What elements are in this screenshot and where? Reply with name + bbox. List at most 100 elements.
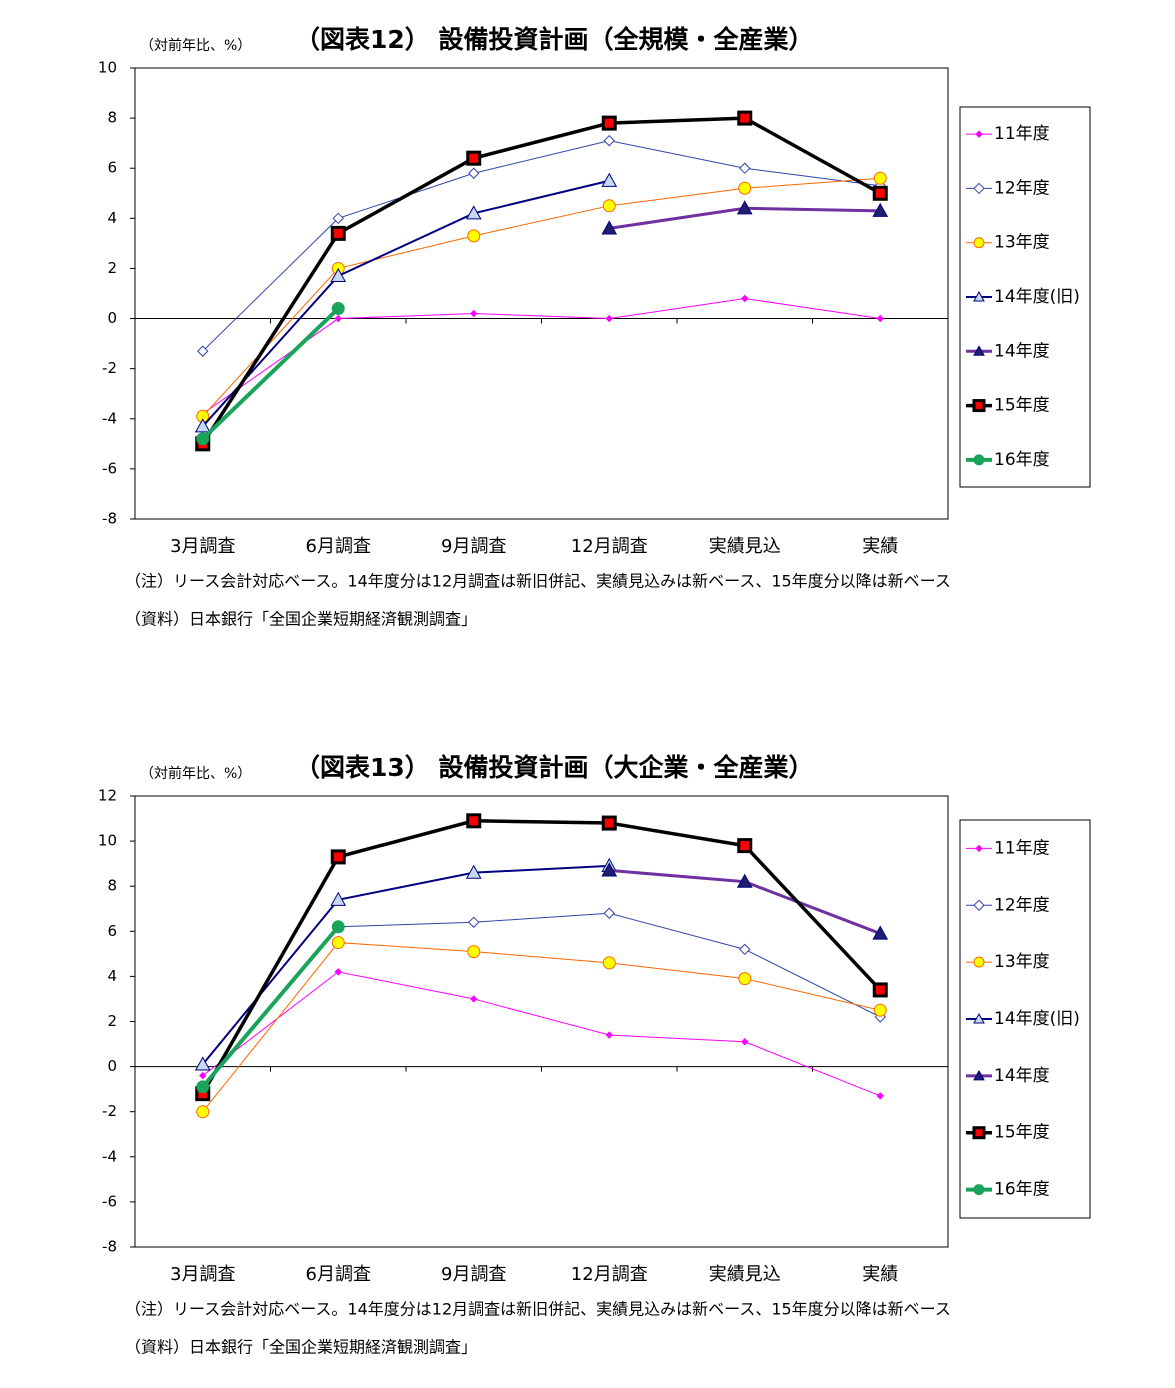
y-tick-label: -4 [102, 1147, 117, 1165]
y-tick-label: 4 [107, 209, 117, 227]
marker [470, 309, 478, 318]
marker [194, 1056, 211, 1071]
marker [468, 167, 480, 179]
x-tick-label: 9月調査 [441, 1264, 506, 1285]
y-tick-label: 6 [107, 159, 117, 177]
marker [605, 1031, 613, 1039]
source: （資料）日本銀行「全国企業短期経済観測調査」 [125, 1338, 477, 1357]
legend-marker [973, 1184, 985, 1196]
marker [331, 302, 345, 316]
y-tick-label: -8 [102, 510, 117, 528]
legend-label: 14年度 [994, 1066, 1050, 1086]
y-tick-label: 4 [107, 967, 117, 985]
legend-marker [973, 899, 985, 911]
marker [872, 982, 888, 998]
series-line [201, 116, 882, 445]
marker [738, 972, 752, 986]
x-tick-label: 実績 [862, 536, 898, 557]
marker [196, 432, 210, 446]
marker [332, 212, 344, 225]
y-tick-label: 10 [98, 59, 117, 77]
marker [873, 171, 887, 185]
legend-label: 13年度 [994, 952, 1050, 972]
marker [737, 838, 753, 854]
plot-area [134, 67, 949, 520]
marker [470, 995, 478, 1003]
x-tick-label: 12月調査 [571, 536, 648, 557]
marker [465, 864, 482, 879]
marker [467, 229, 481, 243]
marker [601, 815, 617, 831]
marker [465, 205, 482, 220]
legend-marker [973, 956, 985, 968]
chart-title: （図表12） 設備投資計画（全規模・全産業） [295, 25, 814, 54]
y-tick-label: 8 [107, 877, 117, 895]
marker [602, 199, 616, 213]
marker [196, 1080, 210, 1094]
marker [741, 1038, 749, 1046]
legend-marker [972, 399, 986, 413]
marker [330, 267, 347, 283]
legend-label: 12年度 [994, 895, 1050, 915]
x-tick-label: 実績見込 [709, 536, 781, 557]
legend-marker [973, 454, 985, 466]
marker [602, 956, 616, 970]
y-tick-label: -8 [102, 1238, 117, 1256]
series-line [202, 298, 881, 415]
x-tick-label: 3月調査 [170, 1264, 235, 1285]
marker [872, 185, 888, 201]
legend-label: 16年度 [994, 1180, 1050, 1200]
series-line [202, 179, 610, 427]
chart-title: （図表13） 設備投資計画（大企業・全産業） [295, 753, 814, 782]
legend-marker [972, 1126, 986, 1140]
marker [467, 945, 481, 959]
y-tick-label: 8 [107, 109, 117, 127]
legend-label: 15年度 [994, 1123, 1050, 1143]
marker [605, 314, 613, 323]
marker [876, 314, 884, 323]
series-line [202, 140, 881, 352]
legend-label: 11年度 [994, 124, 1050, 144]
marker [603, 907, 615, 919]
y-tick-label: 0 [107, 309, 117, 327]
marker [330, 891, 347, 906]
marker [739, 943, 751, 956]
legend-label: 13年度 [994, 233, 1050, 253]
marker [331, 936, 345, 950]
x-tick-label: 6月調査 [306, 1264, 371, 1285]
marker [197, 345, 209, 357]
marker [468, 916, 480, 928]
marker [331, 920, 345, 934]
y-tick-label: 2 [107, 1012, 117, 1030]
x-tick-label: 9月調査 [441, 536, 506, 557]
legend-marker [975, 844, 983, 853]
legend-marker [973, 345, 985, 356]
y-tick-label: 2 [107, 259, 117, 277]
legend-marker [973, 1012, 985, 1024]
x-tick-label: 6月調査 [306, 536, 371, 557]
marker [601, 115, 617, 131]
x-tick-label: 3月調査 [170, 536, 235, 557]
marker [737, 110, 753, 126]
y-unit-label: （対前年比、%） [140, 765, 251, 782]
marker [199, 1071, 207, 1080]
marker [603, 134, 615, 147]
y-tick-label: -6 [102, 1192, 117, 1210]
legend-label: 14年度(旧) [994, 287, 1080, 307]
x-tick-label: 実績 [862, 1264, 898, 1285]
marker [194, 418, 211, 433]
series-line [201, 307, 340, 441]
legend-marker [975, 130, 983, 138]
marker [873, 1003, 887, 1017]
marker [872, 925, 889, 940]
x-tick-label: 実績見込 [709, 1264, 781, 1285]
note: （注）リース会計対応ベース。14年度分は12月調査は新旧併記、実績見込みは新ベー… [125, 572, 951, 591]
legend-marker [973, 1069, 985, 1081]
series-line [201, 925, 340, 1089]
y-unit-label: （対前年比、%） [140, 37, 251, 54]
legend-label: 11年度 [994, 838, 1050, 858]
legend-marker [973, 290, 985, 302]
marker [601, 862, 618, 877]
y-tick-label: 0 [107, 1057, 117, 1075]
